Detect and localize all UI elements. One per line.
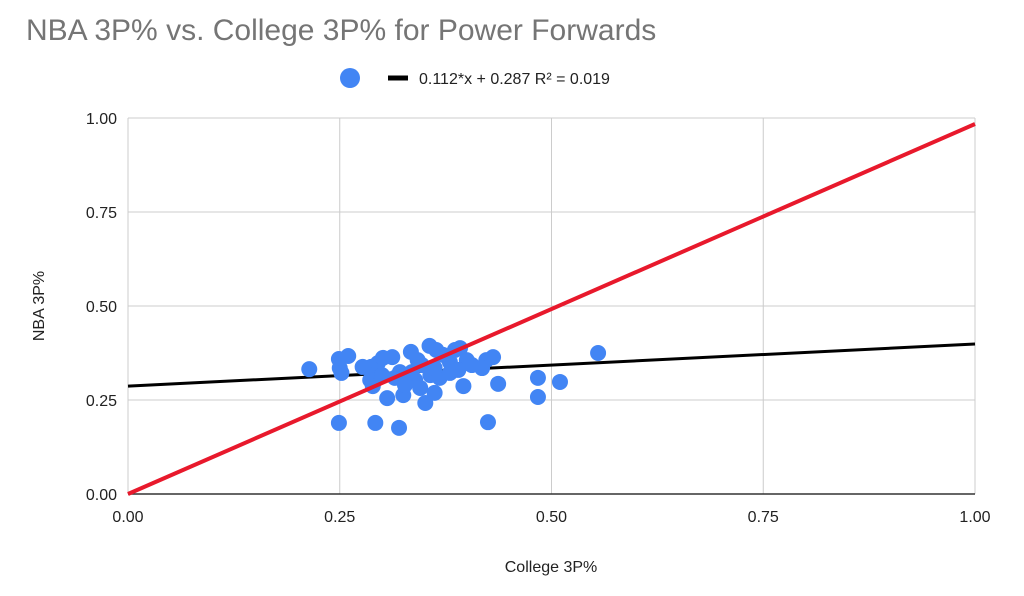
x-tick-label: 1.00	[959, 509, 990, 526]
points-layer	[301, 337, 607, 436]
data-point	[426, 384, 443, 401]
data-point	[490, 375, 507, 392]
trendline	[127, 342, 976, 388]
x-tick-label: 0.50	[536, 509, 567, 526]
data-point	[384, 349, 401, 366]
data-point	[529, 369, 546, 386]
tick-labels-layer: 0.00 0.25 0.50 0.75 1.00 0.00 0.25 0.50 0.75 1.00	[86, 111, 991, 526]
y-tick-label: 0.50	[86, 299, 117, 316]
chart-title: NBA 3P% vs. College 3P% for Power Forwar…	[26, 14, 656, 47]
grid-layer	[127, 117, 976, 495]
y-tick-label: 0.75	[86, 205, 117, 222]
legend-marker-points	[340, 68, 360, 88]
y-tick-label: 1.00	[86, 111, 117, 128]
data-point	[450, 361, 467, 378]
y-tick-label: 0.00	[86, 487, 117, 504]
data-point	[301, 361, 318, 378]
reference-line	[127, 122, 976, 496]
data-point	[367, 414, 384, 431]
data-point	[463, 357, 480, 374]
y-axis-label: NBA 3P%	[31, 271, 48, 341]
data-point	[330, 414, 347, 431]
x-axis-label: College 3P%	[505, 559, 598, 576]
data-point	[529, 388, 546, 405]
x-tick-label: 0.00	[112, 509, 143, 526]
data-point	[479, 414, 496, 431]
data-point	[412, 379, 429, 396]
data-point	[551, 373, 568, 390]
data-point	[426, 360, 443, 377]
reference-line-layer	[127, 122, 976, 496]
data-point	[590, 345, 607, 361]
trendline-layer	[127, 342, 976, 388]
data-point	[417, 395, 434, 412]
data-point	[379, 390, 396, 407]
data-point	[391, 419, 408, 436]
x-tick-label: 0.75	[748, 509, 779, 526]
legend-label-trendline: 0.112*x + 0.287 R² = 0.019	[419, 71, 610, 88]
data-point	[455, 378, 472, 395]
y-tick-label: 0.25	[86, 393, 117, 410]
data-point	[333, 364, 350, 381]
data-point	[340, 348, 357, 365]
x-tick-label: 0.25	[324, 509, 355, 526]
